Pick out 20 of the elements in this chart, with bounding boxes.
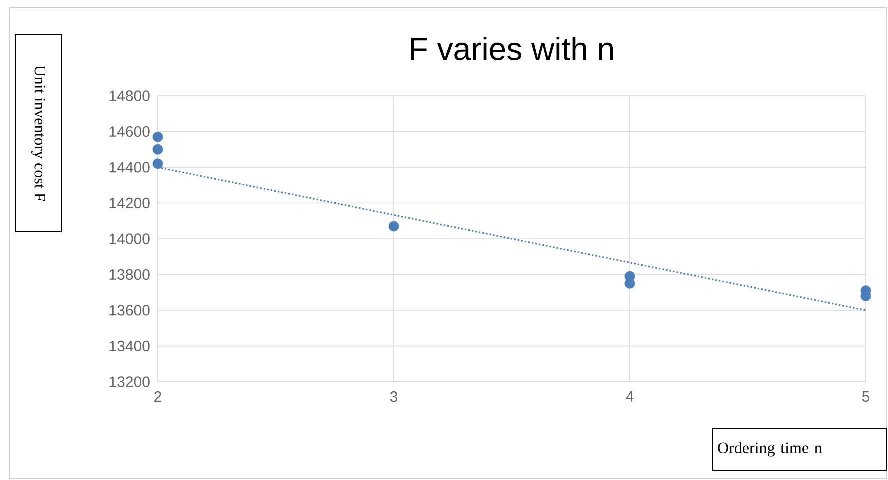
- y-tick-label: 13600: [110, 305, 150, 316]
- point: [152, 132, 164, 142]
- x-tick-label: 4: [626, 392, 634, 402]
- x-tick-label: 5: [862, 392, 870, 402]
- y-axis-title: Unit inventory cost F: [31, 66, 46, 202]
- y-tick-label: 14800: [110, 90, 150, 102]
- y-tick-label: 14200: [110, 198, 150, 209]
- y-tick-label: 13400: [110, 340, 150, 352]
- y-tick-label: 13200: [110, 376, 150, 388]
- point: [152, 144, 164, 155]
- chart-title: F varies with n: [411, 36, 614, 60]
- x-tick-label: 3: [390, 392, 398, 402]
- x-tick-label: 2: [154, 392, 162, 402]
- y-tick-label: 14400: [110, 162, 150, 173]
- y-tick-label: 14600: [110, 126, 150, 138]
- point: [388, 221, 400, 232]
- y-tick-label: 14000: [110, 234, 150, 244]
- point: [152, 158, 164, 170]
- y-tick-label: 13800: [110, 269, 150, 280]
- x-axis-title: Ordering time n: [718, 442, 822, 457]
